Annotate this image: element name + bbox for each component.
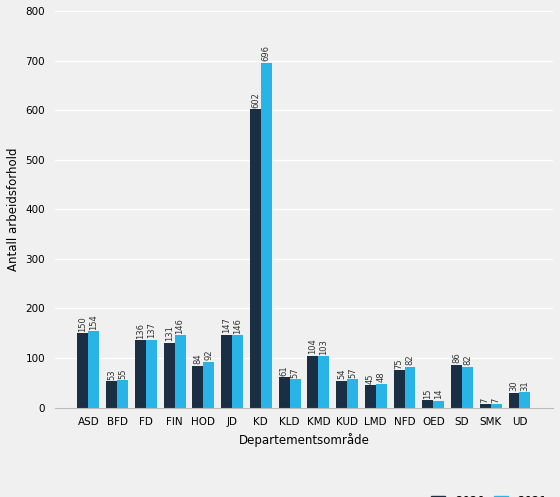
Bar	[261, 63, 272, 408]
Bar	[307, 356, 318, 408]
Bar	[193, 366, 203, 408]
Bar	[221, 334, 232, 408]
Text: 103: 103	[319, 339, 328, 355]
Text: 54: 54	[337, 369, 346, 379]
Bar	[347, 379, 358, 408]
Text: 30: 30	[510, 381, 519, 391]
Bar	[318, 356, 329, 408]
Bar	[520, 392, 530, 408]
Text: 92: 92	[204, 350, 213, 360]
Bar	[106, 381, 117, 408]
Bar	[279, 377, 290, 408]
Text: 75: 75	[395, 358, 404, 369]
Text: 104: 104	[309, 339, 318, 354]
Bar	[88, 331, 99, 408]
Text: 131: 131	[165, 325, 174, 341]
Text: 602: 602	[251, 92, 260, 108]
Bar	[117, 380, 128, 408]
Text: 14: 14	[434, 389, 443, 399]
Text: 146: 146	[233, 318, 242, 333]
Text: 82: 82	[405, 355, 414, 365]
Text: 31: 31	[520, 380, 529, 391]
Bar	[404, 367, 416, 408]
Text: 150: 150	[78, 316, 87, 331]
X-axis label: Departementsområde: Departementsområde	[239, 433, 370, 447]
Text: 15: 15	[423, 388, 432, 399]
Text: 86: 86	[452, 353, 461, 363]
Bar	[135, 340, 146, 408]
Bar	[462, 367, 473, 408]
Text: 146: 146	[176, 318, 185, 333]
Bar	[422, 400, 433, 408]
Bar	[480, 404, 491, 408]
Bar	[146, 339, 157, 408]
Text: 136: 136	[136, 323, 145, 338]
Text: 84: 84	[193, 354, 202, 364]
Bar	[232, 335, 243, 408]
Text: 45: 45	[366, 373, 375, 384]
Text: 55: 55	[118, 368, 127, 379]
Text: 48: 48	[377, 372, 386, 382]
Legend: 2020, 2021: 2020, 2021	[426, 490, 552, 497]
Text: 154: 154	[90, 314, 99, 330]
Bar	[175, 335, 185, 408]
Text: 7: 7	[481, 397, 490, 403]
Y-axis label: Antall arbeidsforhold: Antall arbeidsforhold	[7, 148, 20, 271]
Bar	[77, 333, 88, 408]
Bar	[290, 379, 301, 408]
Text: 61: 61	[279, 365, 288, 376]
Bar	[433, 401, 444, 408]
Text: 7: 7	[492, 397, 501, 403]
Bar	[508, 393, 520, 408]
Bar	[250, 109, 261, 408]
Text: 53: 53	[107, 369, 116, 380]
Text: 696: 696	[262, 45, 271, 61]
Text: 57: 57	[348, 367, 357, 378]
Text: 82: 82	[463, 355, 472, 365]
Bar	[365, 385, 376, 408]
Bar	[394, 370, 404, 408]
Bar	[451, 365, 462, 408]
Text: 137: 137	[147, 322, 156, 338]
Bar	[336, 381, 347, 408]
Bar	[203, 362, 214, 408]
Bar	[376, 384, 387, 408]
Text: 57: 57	[291, 367, 300, 378]
Bar	[164, 342, 175, 408]
Bar	[491, 404, 502, 408]
Text: 147: 147	[222, 317, 231, 333]
